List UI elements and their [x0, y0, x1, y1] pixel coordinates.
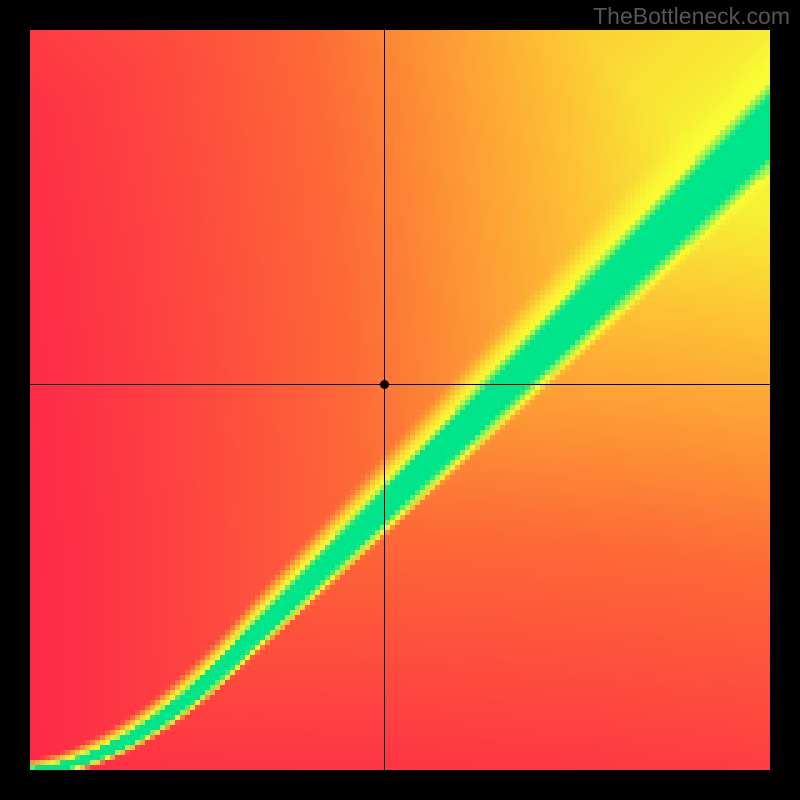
crosshair-horizontal [30, 384, 770, 385]
selection-marker [380, 380, 389, 389]
bottleneck-heatmap [30, 30, 770, 770]
chart-container: TheBottleneck.com [0, 0, 800, 800]
watermark-text: TheBottleneck.com [593, 3, 790, 30]
crosshair-vertical [384, 30, 385, 770]
